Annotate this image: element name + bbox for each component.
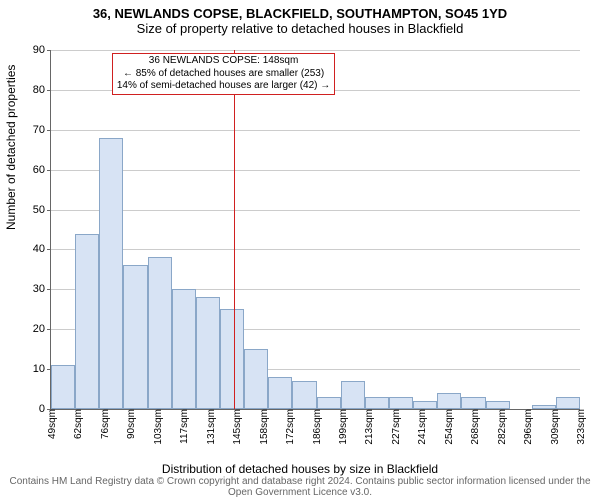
attribution-text: Contains HM Land Registry data © Crown c… [0,476,600,498]
histogram-bar [268,377,292,409]
marker-callout: 36 NEWLANDS COPSE: 148sqm ← 85% of detac… [112,53,335,95]
y-tick-label: 30 [33,283,51,295]
histogram-bar [244,349,268,409]
histogram-bar [51,365,75,409]
x-tick-label: 186sqm [309,409,323,445]
x-tick-label: 62sqm [70,409,84,439]
x-tick-label: 282sqm [494,409,508,445]
histogram-bar [486,401,510,409]
plot-region: 36 NEWLANDS COPSE: 148sqm ← 85% of detac… [50,50,580,410]
x-tick-label: 213sqm [361,409,375,445]
y-tick-label: 70 [33,124,51,136]
y-tick-label: 60 [33,164,51,176]
y-tick-label: 10 [33,363,51,375]
x-tick-label: 49sqm [44,409,58,439]
histogram-bar [413,401,437,409]
x-tick-label: 131sqm [203,409,217,445]
x-tick-label: 172sqm [282,409,296,445]
x-tick-label: 323sqm [573,409,587,445]
histogram-bar [556,397,580,409]
histogram-bar [461,397,485,409]
x-tick-label: 309sqm [547,409,561,445]
chart-area: 36 NEWLANDS COPSE: 148sqm ← 85% of detac… [50,50,580,410]
x-tick-label: 103sqm [150,409,164,445]
callout-line: 36 NEWLANDS COPSE: 148sqm [117,55,330,68]
x-tick-label: 117sqm [176,409,190,444]
callout-line: 14% of semi-detached houses are larger (… [117,80,330,93]
y-tick-label: 50 [33,204,51,216]
x-axis-label: Distribution of detached houses by size … [0,462,600,476]
y-tick-label: 40 [33,243,51,255]
histogram-bar [220,309,244,409]
x-tick-label: 268sqm [467,409,481,445]
histogram-bar [123,265,147,409]
page-title: 36, NEWLANDS COPSE, BLACKFIELD, SOUTHAMP… [0,0,600,21]
histogram-bar [75,234,99,410]
x-tick-label: 296sqm [520,409,534,445]
x-tick-label: 254sqm [441,409,455,445]
y-tick-label: 20 [33,323,51,335]
x-tick-label: 199sqm [335,409,349,445]
histogram-bar [365,397,389,409]
histogram-bar [389,397,413,409]
marker-line [234,50,235,409]
histogram-bar [148,257,172,409]
callout-line: ← 85% of detached houses are smaller (25… [117,68,330,81]
x-tick-label: 145sqm [229,409,243,445]
histogram-bar [317,397,341,409]
bar-container [51,50,580,409]
y-axis-label: Number of detached properties [4,65,18,230]
histogram-bar [292,381,316,409]
page-subtitle: Size of property relative to detached ho… [0,21,600,38]
histogram-bar [172,289,196,409]
histogram-bar [532,405,556,409]
x-tick-label: 241sqm [414,409,428,445]
x-tick-label: 90sqm [123,409,137,439]
x-tick-label: 76sqm [97,409,111,439]
histogram-bar [437,393,461,409]
y-tick-label: 80 [33,84,51,96]
y-tick-label: 90 [33,44,51,56]
histogram-bar [341,381,365,409]
x-tick-label: 158sqm [256,409,270,445]
histogram-bar [196,297,220,409]
x-tick-label: 227sqm [388,409,402,445]
histogram-bar [99,138,123,409]
